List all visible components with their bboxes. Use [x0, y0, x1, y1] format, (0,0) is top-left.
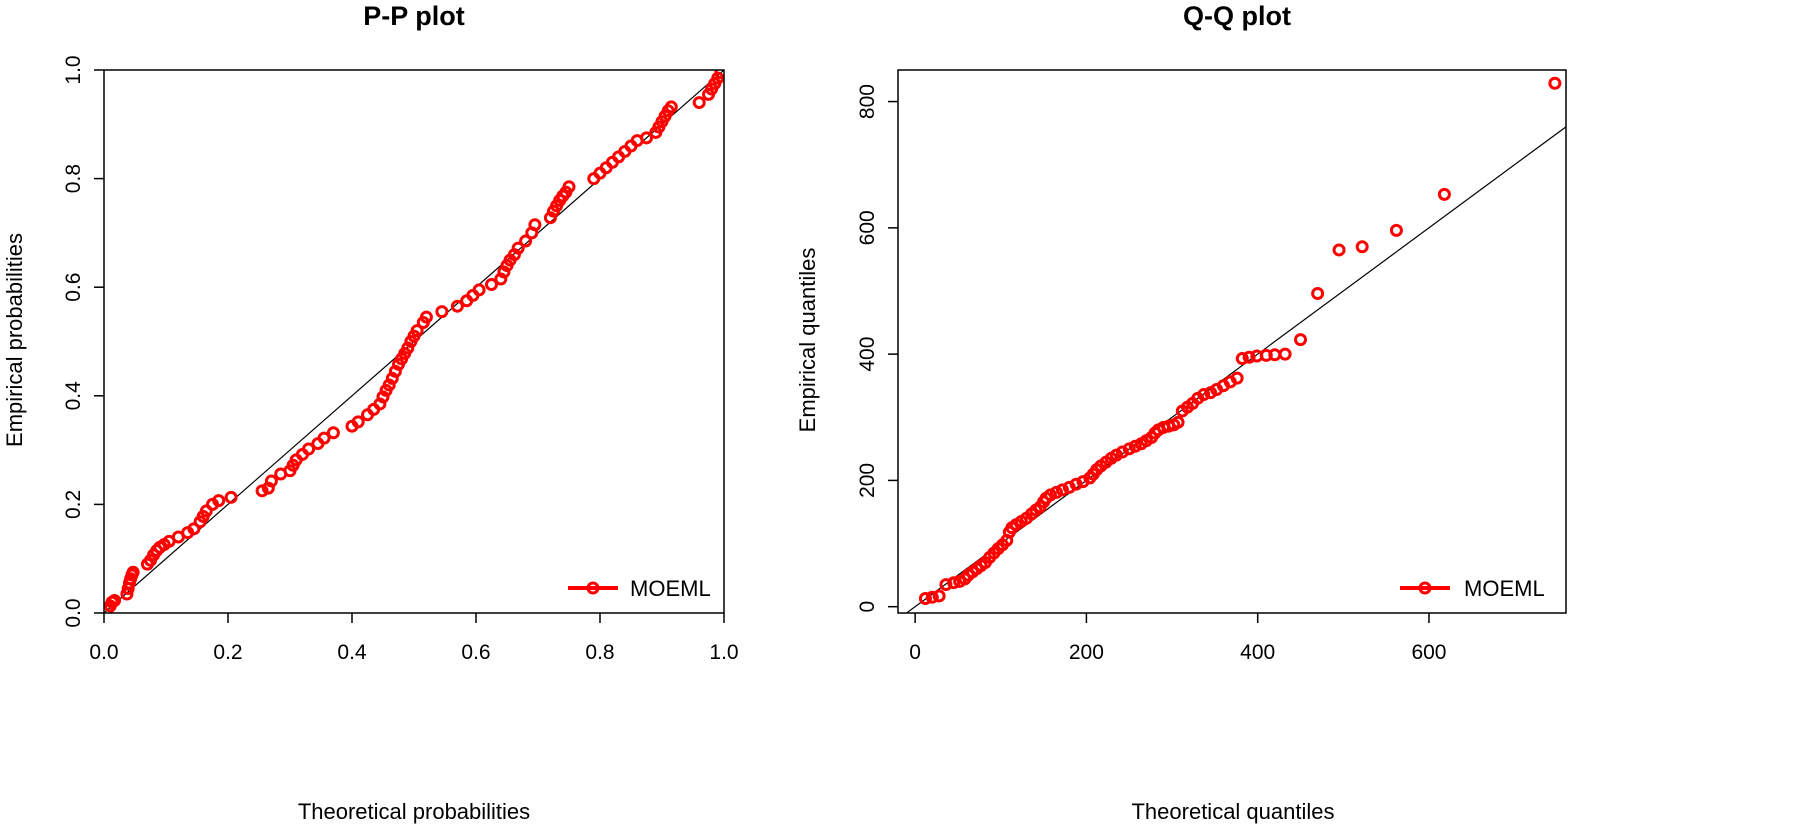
pp-plot-point — [255, 484, 269, 498]
qq-plot-point — [1332, 243, 1346, 257]
qq-plot-point — [932, 589, 946, 603]
qq-plot-x-ticks: 0 200 400 600 — [909, 613, 1446, 664]
qq-plot-point — [1311, 287, 1325, 301]
pp-plot-y-tick-label: 0.6 — [62, 273, 85, 302]
pp-plot-point — [187, 522, 201, 536]
qq-plot-y-tick-label: 200 — [856, 463, 879, 498]
qq-plot-point — [1069, 477, 1083, 491]
pp-plot-point — [497, 265, 511, 279]
pp-plot-point — [382, 378, 396, 392]
pp-plot-point — [485, 277, 498, 291]
pp-plot-point — [401, 341, 415, 355]
qq-plot-y-axis-label: Empirical quantiles — [795, 248, 820, 433]
pp-plot-area — [104, 70, 724, 613]
qq-plot-area — [905, 76, 1566, 613]
pp-plot-x-axis-label: Theoretical probabilities — [298, 799, 530, 824]
qq-plot-point — [1197, 388, 1211, 402]
pp-plot-y-ticks: 0.0 0.2 0.4 0.6 0.8 1.0 — [62, 55, 104, 628]
qq-plot-point — [1242, 350, 1256, 364]
qq-plot-y-tick-label: 0 — [856, 601, 879, 613]
pp-plot-point — [317, 431, 331, 445]
pp-plot-x-tick-label: 0.0 — [89, 641, 118, 664]
qq-plot-point — [1055, 483, 1069, 497]
qq-plot-point — [918, 591, 932, 605]
pp-plot-point — [326, 426, 340, 440]
pp-plot-point — [450, 299, 464, 313]
pp-plot-x-tick-label: 0.4 — [337, 641, 367, 664]
qq-plot-point — [1278, 347, 1292, 361]
qq-plot-point — [939, 578, 953, 592]
qq-plot-point — [1235, 352, 1249, 366]
pp-plot-point — [519, 234, 533, 248]
pp-plot-legend: MOEML — [568, 576, 711, 601]
pp-plot-x-tick-label: 0.6 — [461, 641, 490, 664]
pp-plot-point — [640, 131, 653, 145]
qq-plot-point — [1355, 240, 1369, 254]
qq-plot-x-tick-label: 200 — [1069, 641, 1104, 664]
pp-plot-y-tick-label: 0.4 — [62, 381, 85, 411]
pp-plot-point — [302, 442, 316, 456]
pp-plot-frame — [103, 69, 725, 614]
pp-plot-legend-label: MOEML — [630, 576, 711, 601]
pp-plot-point — [419, 310, 433, 324]
pp-plot-y-tick-label: 0.2 — [62, 490, 85, 519]
pp-plot-point — [528, 218, 542, 232]
qq-plot-y-tick-label: 400 — [856, 337, 879, 372]
qq-plot-point — [1294, 333, 1308, 347]
qq-plot-y-tick-label: 800 — [856, 84, 879, 119]
pp-plot-point — [435, 305, 449, 319]
pp-plot-point — [108, 594, 122, 608]
pp-plot-point — [472, 283, 486, 297]
qq-plot-point — [1548, 76, 1562, 90]
qq-plot-title: Q-Q plot — [1183, 1, 1291, 31]
qq-plot-legend-marker — [1418, 581, 1432, 595]
pp-plot-point — [376, 390, 390, 404]
qq-plot-point — [1171, 415, 1185, 429]
pp-plot-y-axis-label: Empirical probabilities — [2, 233, 27, 447]
pp-plot-point — [264, 474, 278, 488]
qq-plot-x-tick-label: 600 — [1411, 641, 1446, 664]
pp-plot-panel: P-P plot Theoretical probabilities Empir… — [2, 1, 739, 824]
qq-plot-y-ticks: 0 200 400 600 800 — [856, 84, 898, 613]
qq-plot-panel: Q-Q plot Theoretical quantiles Empirical… — [795, 1, 1567, 824]
pp-plot-legend-marker — [586, 581, 600, 595]
qq-plot-y-tick-label: 600 — [856, 210, 879, 245]
pp-plot-x-tick-label: 0.2 — [213, 641, 242, 664]
pp-plot-point — [410, 324, 424, 338]
pp-plot-y-tick-label: 0.8 — [62, 164, 85, 193]
pp-plot-x-tick-label: 0.8 — [585, 641, 614, 664]
qq-plot-legend-label: MOEML — [1464, 576, 1545, 601]
pp-plot-point — [692, 96, 706, 110]
pp-plot-x-tick-label: 1.0 — [709, 641, 738, 664]
pp-plot-point — [543, 211, 557, 225]
qq-plot-point — [1389, 223, 1403, 237]
qq-plot-point — [1230, 371, 1244, 385]
pp-plot-title: P-P plot — [363, 1, 465, 31]
pp-plot-point — [224, 490, 238, 504]
pp-plot-y-tick-label: 1.0 — [62, 55, 85, 84]
pp-plot-y-tick-label: 0.0 — [62, 598, 85, 627]
pp-plot-point — [562, 180, 576, 194]
pp-plot-point — [511, 241, 525, 255]
qq-plot-legend: MOEML — [1400, 576, 1545, 601]
pp-plot-point — [351, 415, 365, 429]
qq-plot-point — [947, 576, 961, 590]
qq-plot-frame — [897, 69, 1567, 614]
qq-plot-point — [1268, 348, 1282, 362]
qq-plot-x-axis-label: Theoretical quantiles — [1131, 799, 1334, 824]
qq-plot-point — [925, 590, 939, 604]
qq-plot-x-tick-label: 0 — [909, 641, 921, 664]
pp-plot-point — [212, 494, 226, 508]
pp-plot-x-ticks: 0.0 0.2 0.4 0.6 0.8 1.0 — [89, 613, 739, 664]
qq-plot-point — [1437, 187, 1451, 201]
pp-plot-point — [664, 100, 678, 114]
pp-plot-point — [126, 565, 140, 579]
pp-plot-point — [714, 70, 724, 80]
qq-plot-x-tick-label: 400 — [1240, 641, 1275, 664]
